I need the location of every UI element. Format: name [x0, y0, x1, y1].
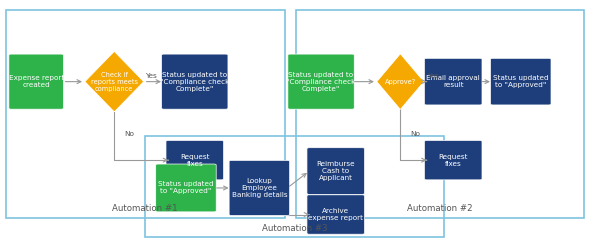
Text: Archive
expense report: Archive expense report — [308, 208, 363, 221]
FancyBboxPatch shape — [307, 148, 365, 194]
Polygon shape — [85, 52, 144, 112]
FancyBboxPatch shape — [425, 58, 482, 105]
FancyBboxPatch shape — [307, 195, 365, 234]
Text: Automation #3: Automation #3 — [262, 224, 327, 233]
Text: Status updated
to "Approved": Status updated to "Approved" — [493, 75, 548, 88]
Text: Check if
reports meets
compliance: Check if reports meets compliance — [91, 72, 138, 92]
Text: Lookup
Employee
Banking details: Lookup Employee Banking details — [231, 178, 287, 198]
FancyBboxPatch shape — [155, 164, 216, 212]
FancyBboxPatch shape — [288, 54, 354, 109]
Text: Request
fixes: Request fixes — [438, 154, 468, 167]
FancyBboxPatch shape — [229, 160, 290, 216]
Text: Automation #2: Automation #2 — [407, 204, 472, 213]
Text: Email approval
result: Email approval result — [426, 75, 480, 88]
Text: Yes: Yes — [145, 73, 157, 78]
Text: Request
fixes: Request fixes — [180, 154, 210, 167]
Text: Automation #1: Automation #1 — [112, 204, 178, 213]
FancyBboxPatch shape — [425, 140, 482, 180]
Text: Status updated to
"Compliance check
Complete": Status updated to "Compliance check Comp… — [286, 72, 356, 92]
Text: Reimburse
Cash to
Applicant: Reimburse Cash to Applicant — [316, 161, 355, 181]
Text: Yes: Yes — [428, 73, 439, 78]
FancyBboxPatch shape — [166, 140, 224, 180]
Text: Status updated to
"Compliance check
Complete": Status updated to "Compliance check Comp… — [160, 72, 230, 92]
Text: Status updated
to "Approved": Status updated to "Approved" — [158, 182, 214, 194]
FancyBboxPatch shape — [9, 54, 64, 109]
Text: No: No — [411, 130, 421, 137]
Text: No: No — [124, 130, 134, 137]
Polygon shape — [377, 54, 424, 109]
Text: Approve?: Approve? — [385, 79, 416, 85]
FancyBboxPatch shape — [161, 54, 228, 109]
Text: Expense report
created: Expense report created — [9, 75, 64, 88]
FancyBboxPatch shape — [491, 58, 551, 105]
